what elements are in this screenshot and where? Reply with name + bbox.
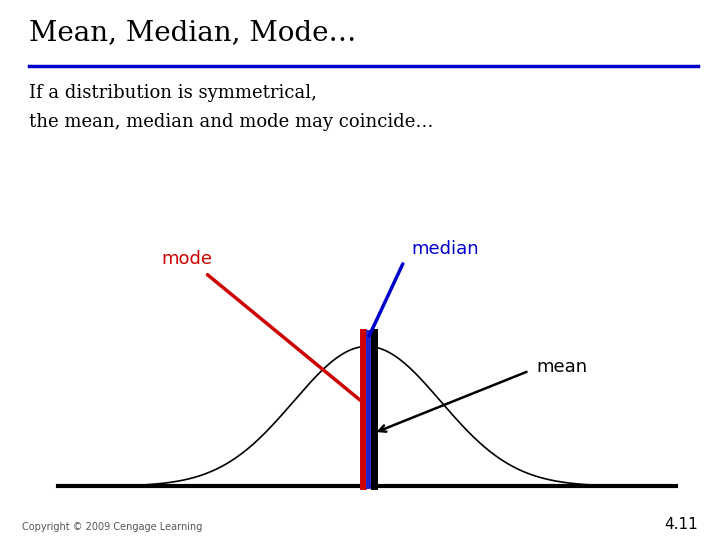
Text: median: median [411,240,479,258]
Text: If a distribution is symmetrical,: If a distribution is symmetrical, [29,84,317,102]
Text: Mean, Median, Mode…: Mean, Median, Mode… [29,19,356,46]
Text: the mean, median and mode may coincide…: the mean, median and mode may coincide… [29,113,433,131]
Text: Copyright © 2009 Cengage Learning: Copyright © 2009 Cengage Learning [22,522,202,532]
Text: 4.11: 4.11 [665,517,698,532]
Text: mode: mode [161,249,212,268]
Text: mean: mean [536,359,588,376]
